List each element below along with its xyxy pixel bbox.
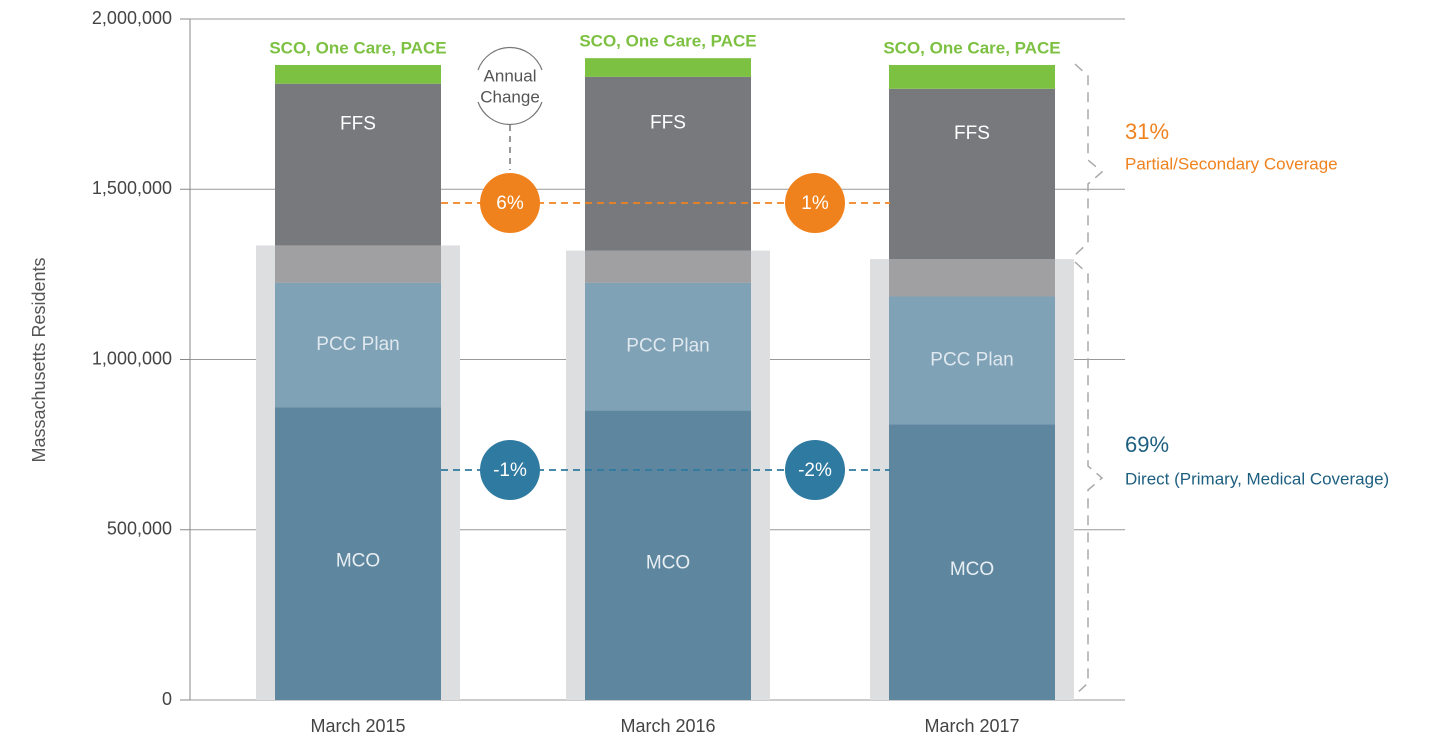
segment-label: SCO, One Care, PACE xyxy=(579,32,756,51)
segment-label: PCC Plan xyxy=(930,349,1013,370)
y-tick-label: 1,000,000 xyxy=(92,348,172,368)
segment-label: SCO, One Care, PACE xyxy=(269,38,446,57)
segment-label: FFS xyxy=(954,123,990,144)
bar-segment xyxy=(275,83,441,246)
bar-segment xyxy=(275,64,441,84)
partial-label: Partial/Secondary Coverage xyxy=(1125,154,1338,173)
x-tick-label: March 2017 xyxy=(924,716,1019,736)
bar-segment xyxy=(889,88,1055,260)
bar-segment xyxy=(275,407,441,700)
change-badge xyxy=(785,173,845,233)
direct-label: Direct (Primary, Medical Coverage) xyxy=(1125,469,1389,488)
change-badge xyxy=(480,440,540,500)
annual-change-label: Change xyxy=(480,87,540,106)
bar-segment xyxy=(889,259,1055,297)
y-tick-label: 0 xyxy=(162,689,172,709)
change-value: 6% xyxy=(496,193,524,214)
segment-label: PCC Plan xyxy=(626,336,709,357)
annual-change-label: Annual xyxy=(484,66,537,85)
y-tick-label: 1,500,000 xyxy=(92,178,172,198)
share-bracket xyxy=(1074,261,1104,696)
y-tick-label: 500,000 xyxy=(107,519,172,539)
bar-segment xyxy=(889,64,1055,89)
segment-label: MCO xyxy=(646,552,690,573)
segment-label: MCO xyxy=(336,551,380,572)
x-tick-label: March 2015 xyxy=(310,716,405,736)
y-axis-label: Massachusetts Residents xyxy=(29,257,49,462)
bar-segment xyxy=(889,424,1055,700)
bar-segment xyxy=(585,76,751,251)
segment-label: SCO, One Care, PACE xyxy=(883,38,1060,57)
partial-share: 31% xyxy=(1125,119,1169,144)
bar-segment xyxy=(585,282,751,411)
direct-share: 69% xyxy=(1125,432,1169,457)
bar-segment xyxy=(275,245,441,283)
share-bracket xyxy=(1074,63,1104,256)
segment-label: MCO xyxy=(950,559,994,580)
segment-label: PCC Plan xyxy=(316,334,399,355)
x-tick-label: March 2016 xyxy=(620,716,715,736)
change-value: 1% xyxy=(801,193,829,214)
segment-label: FFS xyxy=(340,114,376,135)
change-bracket xyxy=(477,46,543,126)
bar-segment xyxy=(585,58,751,77)
bar-segment xyxy=(585,250,751,283)
bar-segment xyxy=(889,296,1055,425)
segment-label: FFS xyxy=(650,113,686,134)
y-tick-label: 2,000,000 xyxy=(92,8,172,28)
change-value: -1% xyxy=(493,460,527,481)
change-badge xyxy=(480,173,540,233)
bar-segment xyxy=(585,410,751,700)
bar-segment xyxy=(275,282,441,408)
change-badge xyxy=(785,440,845,500)
change-value: -2% xyxy=(798,460,832,481)
